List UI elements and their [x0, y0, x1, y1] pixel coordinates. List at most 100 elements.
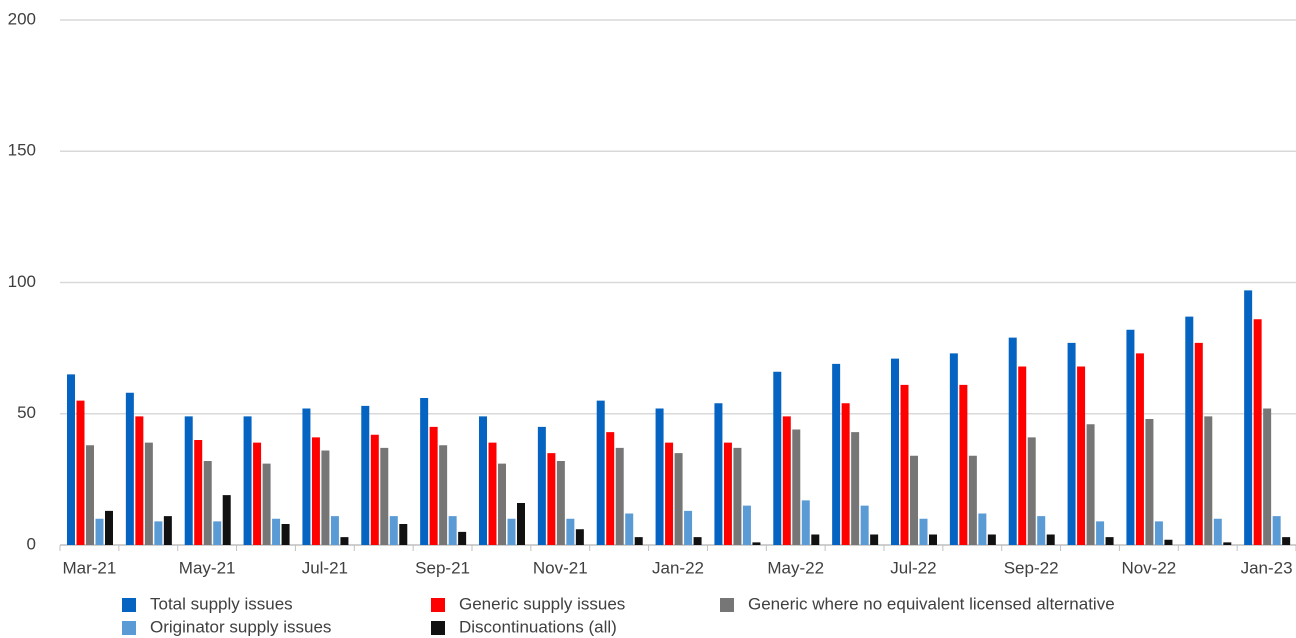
- y-tick-label: 0: [27, 534, 36, 553]
- bar: [458, 531, 467, 545]
- bar: [968, 455, 977, 545]
- legend-label: Total supply issues: [150, 594, 293, 613]
- bar: [634, 537, 643, 545]
- bar: [253, 442, 262, 545]
- bar: [135, 416, 144, 545]
- bar: [811, 534, 820, 545]
- bar: [870, 534, 879, 545]
- bar: [723, 442, 732, 545]
- bar: [1126, 329, 1135, 545]
- bar: [144, 442, 153, 545]
- bar: [1204, 416, 1213, 545]
- bar: [1282, 537, 1291, 545]
- bar: [733, 447, 742, 545]
- bar: [184, 416, 193, 545]
- bar: [517, 503, 525, 545]
- bar: [1213, 518, 1222, 545]
- bar: [919, 518, 928, 545]
- bar: [429, 426, 438, 545]
- bar: [851, 432, 860, 545]
- x-tick-label: Mar-21: [62, 558, 116, 577]
- bar: [1086, 424, 1095, 545]
- bar: [281, 524, 290, 545]
- bar: [125, 392, 134, 545]
- bar: [556, 461, 565, 545]
- bar: [321, 450, 330, 545]
- bar: [302, 408, 311, 545]
- bar: [389, 516, 398, 545]
- bar: [1145, 419, 1154, 545]
- bar: [420, 398, 429, 545]
- bar: [340, 537, 349, 545]
- bar: [665, 442, 674, 545]
- bar: [978, 513, 987, 545]
- bar: [1077, 366, 1086, 545]
- bar: [243, 416, 252, 545]
- bar: [959, 384, 968, 545]
- bar: [773, 371, 782, 545]
- bar: [752, 542, 761, 545]
- bar: [693, 537, 702, 545]
- x-tick-label: Sep-21: [415, 558, 470, 577]
- bar: [370, 434, 379, 545]
- bar: [900, 384, 909, 545]
- bar: [1067, 342, 1076, 545]
- y-tick-label: 150: [8, 141, 36, 160]
- x-tick-label: Jan-22: [652, 558, 704, 577]
- x-tick-label: Jul-22: [890, 558, 936, 577]
- legend-swatch: [122, 598, 136, 612]
- x-tick-label: May-22: [767, 558, 824, 577]
- bar: [841, 403, 850, 545]
- bar: [67, 374, 75, 545]
- bar: [361, 405, 370, 545]
- bar: [987, 534, 996, 545]
- bar: [1253, 319, 1262, 545]
- bar: [1154, 521, 1163, 545]
- bar: [1194, 342, 1203, 545]
- bar: [792, 429, 801, 545]
- bar: [615, 447, 624, 545]
- bar: [1185, 316, 1194, 545]
- bar: [507, 518, 516, 545]
- bar: [330, 516, 339, 545]
- bar: [801, 500, 810, 545]
- bar: [547, 453, 556, 545]
- bar: [1272, 516, 1281, 545]
- bar: [891, 358, 899, 545]
- legend-swatch: [431, 621, 445, 635]
- bar: [596, 400, 605, 545]
- bar: [575, 529, 584, 545]
- bar: [203, 461, 212, 545]
- bar: [399, 524, 408, 545]
- bar: [1223, 542, 1232, 545]
- bar: [95, 518, 104, 545]
- bar: [949, 353, 958, 545]
- bar: [910, 455, 918, 545]
- bar: [566, 518, 575, 545]
- bar: [76, 400, 85, 545]
- bar: [1263, 408, 1272, 545]
- bar: [105, 510, 113, 545]
- x-tick-label: Nov-22: [1121, 558, 1176, 577]
- x-tick-label: May-21: [179, 558, 236, 577]
- bar: [272, 518, 281, 545]
- y-tick-label: 100: [8, 272, 36, 291]
- bar: [1164, 539, 1173, 545]
- x-tick-label: Jan-23: [1241, 558, 1293, 577]
- bar: [655, 408, 664, 545]
- bar: [311, 437, 320, 545]
- bar: [1096, 521, 1105, 545]
- bar: [1105, 537, 1114, 545]
- bar: [498, 463, 506, 545]
- bar: [684, 510, 693, 545]
- legend-swatch: [720, 598, 734, 612]
- bar: [163, 516, 172, 545]
- bar: [1027, 437, 1036, 545]
- x-tick-label: Sep-22: [1004, 558, 1059, 577]
- bar: [860, 505, 869, 545]
- bar: [154, 521, 163, 545]
- bar: [1046, 534, 1055, 545]
- legend-label: Generic where no equivalent licensed alt…: [748, 594, 1115, 613]
- bar: [832, 363, 841, 545]
